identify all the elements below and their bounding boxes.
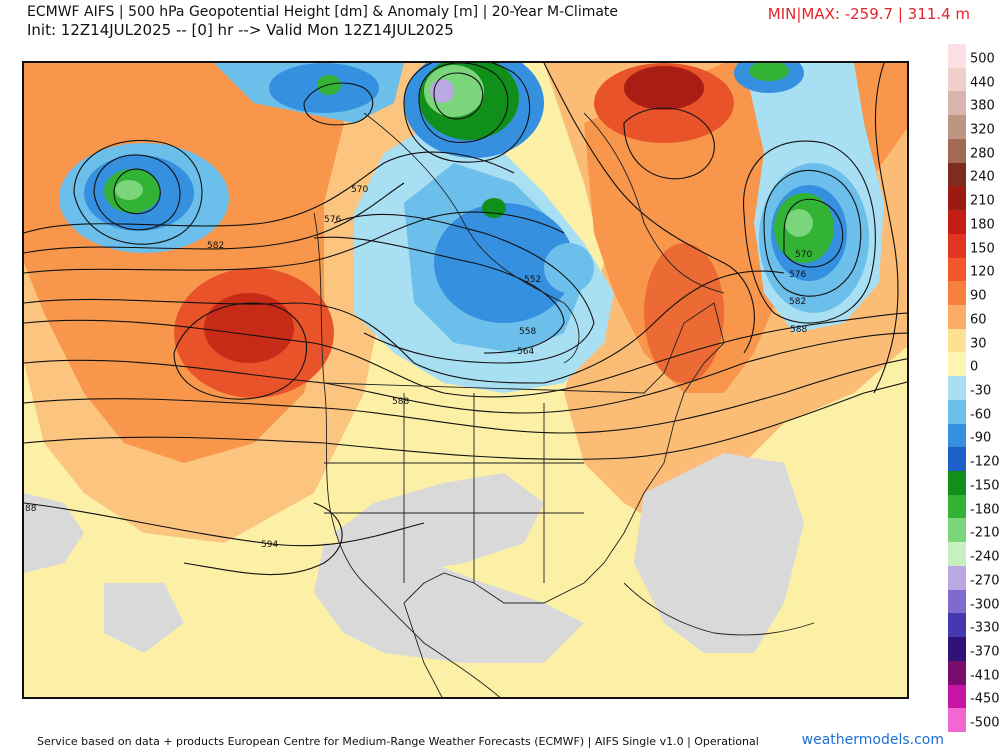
contour-label: 582 [207,241,224,251]
legend-label: 500 [970,51,995,67]
legend-label: -90 [970,430,992,446]
contour-label: 558 [519,327,536,337]
legend-label: 320 [970,122,995,138]
brand-link[interactable]: weathermodels.com [801,732,944,748]
anomaly-area [482,198,506,218]
legend-swatch [948,352,966,377]
legend-label: 440 [970,75,995,91]
legend-swatch [948,257,966,282]
legend-swatch [948,660,966,686]
legend-swatch [948,423,966,448]
anomaly-area [785,209,813,237]
legend-label: 0 [970,359,979,375]
footer-credit: Service based on data + products Europea… [37,735,759,748]
contour-label: 552 [524,275,541,285]
legend-label: -500 [970,715,1000,731]
legend-swatch [948,91,966,116]
legend-label: -180 [970,502,1000,518]
anomaly-area [434,203,574,323]
legend-label: 60 [970,312,987,328]
legend-swatch [948,399,966,425]
legend-label: 210 [970,193,995,209]
contour-label: 582 [789,297,806,307]
anomaly-area [104,583,184,653]
legend-swatch [948,210,966,235]
contour-label: 576 [324,215,341,225]
contour-label: 588 [790,325,807,335]
legend-swatch [948,589,966,614]
legend-swatch [948,138,966,164]
anomaly-area [334,473,544,573]
legend-label: -410 [970,668,1000,684]
legend-label: -210 [970,525,1000,541]
legend-label: 90 [970,288,987,304]
legend-swatch [948,304,966,330]
legend-swatch [948,186,966,211]
anomaly-map: 570 576 582 552 558 564 588 594 570 576 … [22,61,909,699]
legend-label: -30 [970,383,992,399]
map-title: ECMWF AIFS | 500 hPa Geopotential Height… [27,4,619,20]
coastlines [313,112,815,697]
legend-swatch [948,565,966,591]
contour-label: 570 [351,185,368,195]
legend-swatch [948,233,966,258]
legend-swatch [948,471,966,496]
legend-swatch [948,44,966,69]
anomaly-area [634,453,804,653]
legend-swatch [948,447,966,472]
legend-label: -450 [970,691,1000,707]
anomaly-color-legend [948,44,966,733]
anomaly-area [544,243,594,293]
legend-label: -120 [970,454,1000,470]
height-contours [24,63,907,576]
init-valid-time: Init: 12Z14JUL2025 -- [0] hr --> Valid M… [27,21,454,39]
legend-label: -300 [970,597,1000,613]
contour-label: 570 [795,250,812,260]
min-max-readout: MIN|MAX: -259.7 | 311.4 m [767,5,970,23]
legend-label: 30 [970,336,987,352]
contour-label: 564 [517,347,534,357]
legend-label: -240 [970,549,1000,565]
contour-label: 88 [25,504,37,514]
legend-label: -370 [970,644,1000,660]
legend-label: 150 [970,241,995,257]
legend-swatch [948,162,966,187]
legend-swatch [948,518,966,543]
anomaly-area [204,293,294,363]
contour-label: 576 [789,270,806,280]
legend-swatch [948,684,966,709]
legend-swatch [948,115,966,140]
legend-swatch [948,281,966,306]
legend-label: -150 [970,478,1000,494]
legend-swatch [948,708,966,733]
legend-label: 120 [970,264,995,280]
legend-swatch [948,67,966,92]
legend-swatch [948,613,966,638]
legend-label: 180 [970,217,995,233]
anomaly-area [624,66,704,110]
legend-swatch [948,542,966,567]
legend-label: 240 [970,169,995,185]
map-canvas: 570 576 582 552 558 564 588 594 570 576 … [24,63,907,697]
legend-label: -330 [970,620,1000,636]
legend-swatch [948,494,966,519]
anomaly-area [24,493,84,573]
legend-label: 380 [970,98,995,114]
legend-swatch [948,376,966,401]
anomaly-area [749,63,789,81]
legend-swatch [948,637,966,662]
legend-label: 280 [970,146,995,162]
contour-labels: 570 576 582 552 558 564 588 594 570 576 … [25,185,812,550]
legend-label: -270 [970,573,1000,589]
anomaly-area [314,543,584,663]
contour-label: 588 [392,397,409,407]
legend-swatch [948,328,966,353]
contour-label: 594 [261,540,278,550]
legend-label: -60 [970,407,992,423]
anomaly-area [115,180,143,200]
